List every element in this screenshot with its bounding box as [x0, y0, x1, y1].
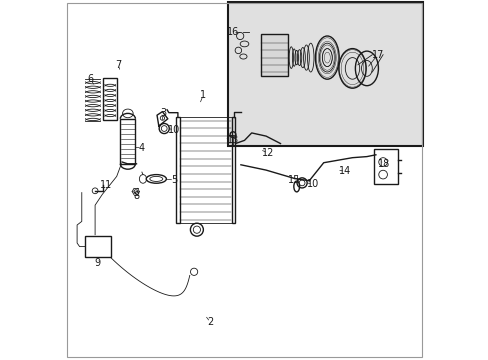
Bar: [120, 119, 135, 164]
Text: 9: 9: [94, 258, 101, 268]
Bar: [179, 117, 231, 223]
Bar: [176, 117, 179, 223]
Text: 17: 17: [371, 50, 383, 60]
Bar: [231, 117, 235, 223]
Text: 18: 18: [377, 159, 389, 169]
Text: 1: 1: [200, 90, 206, 100]
Text: 10: 10: [306, 179, 318, 189]
Text: 7: 7: [115, 60, 122, 70]
Bar: [228, 2, 422, 146]
Text: 10: 10: [168, 125, 180, 135]
Text: 15: 15: [287, 175, 300, 185]
Bar: [85, 236, 110, 257]
Text: 14: 14: [339, 166, 351, 176]
Text: 5: 5: [171, 175, 177, 185]
Text: 2: 2: [207, 317, 213, 327]
Text: 8: 8: [133, 191, 139, 201]
Bar: [103, 78, 117, 120]
Text: 6: 6: [87, 74, 93, 84]
Text: 4: 4: [139, 143, 144, 153]
Text: 3: 3: [160, 108, 166, 118]
Text: 11: 11: [100, 180, 112, 190]
Text: 13: 13: [226, 135, 239, 145]
Text: 12: 12: [261, 148, 274, 158]
Bar: [260, 34, 287, 76]
Bar: [373, 149, 397, 184]
Text: 16: 16: [226, 27, 239, 37]
